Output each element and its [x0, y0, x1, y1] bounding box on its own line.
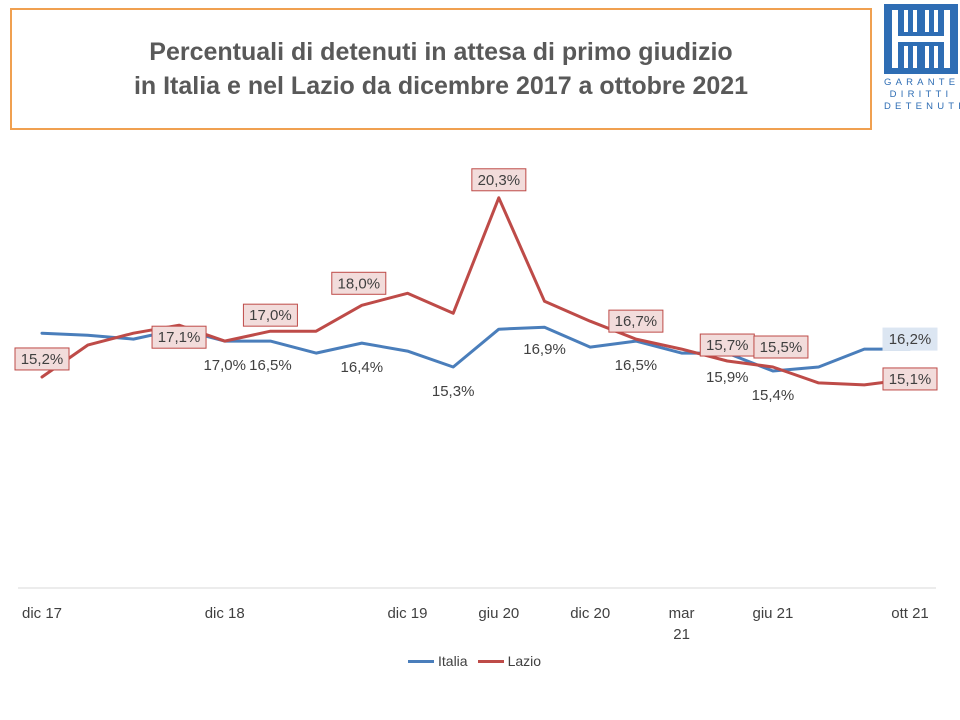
x-tick-label: dic 18 — [205, 605, 245, 622]
x-tick-label: mar 21 — [669, 605, 695, 643]
x-tick-label: dic 20 — [570, 605, 610, 622]
data-label-italia: 16,5% — [615, 357, 658, 374]
x-tick-label: giu 21 — [753, 605, 794, 622]
chart-title-box: Percentuali di detenuti in attesa di pri… — [10, 8, 872, 130]
data-label-lazio: 15,7% — [706, 337, 749, 354]
logo-text-diritti: DIRITTI — [889, 89, 953, 100]
data-label-italia: 16,5% — [249, 357, 292, 374]
x-tick-label: ott 21 — [891, 605, 929, 622]
x-tick-label: giu 20 — [478, 605, 519, 622]
logo-text-garante: GARANTE — [884, 77, 960, 88]
legend-label-italia: Italia — [438, 653, 468, 669]
data-label-box — [753, 335, 809, 359]
data-label-italia: 17,0% — [203, 357, 246, 374]
chart-title-line-1: Percentuali di detenuti in attesa di pri… — [149, 38, 733, 66]
data-label-lazio: 15,1% — [889, 371, 932, 388]
data-label-box — [882, 367, 938, 391]
data-label-italia: 15,9% — [706, 369, 749, 386]
data-label-lazio: 17,0% — [249, 307, 292, 324]
x-tick-label: dic 19 — [387, 605, 427, 622]
data-label-lazio: 15,2% — [21, 351, 64, 368]
data-label-lazio: 18,0% — [338, 275, 381, 292]
data-label-box — [242, 303, 298, 327]
data-label-box — [471, 168, 527, 192]
x-tick-label: dic 17 — [22, 605, 62, 622]
garante-logo: GARANTE DIRITTI DETENUTI — [884, 4, 960, 112]
legend-swatch-italia — [408, 659, 434, 663]
data-label-lazio: 20,3% — [478, 172, 521, 189]
data-label-italia: 16,2% — [889, 331, 932, 348]
data-label-lazio: 17,1% — [158, 329, 201, 346]
data-label-italia: 16,9% — [523, 341, 566, 358]
data-label-box — [151, 325, 207, 349]
data-label-box — [608, 309, 664, 333]
chart-title-line-2: in Italia e nel Lazio da dicembre 2017 a… — [133, 72, 749, 100]
data-label-lazio: 15,5% — [760, 339, 803, 356]
legend-swatch-lazio — [477, 659, 504, 663]
legend-item-italia: Italia — [408, 653, 468, 669]
chart-legend: Italia Lazio — [408, 652, 551, 670]
legend-label-lazio: Lazio — [507, 653, 542, 669]
data-label-box — [331, 271, 387, 295]
garante-logo-icon — [884, 4, 958, 74]
logo-text-detenuti: DETENUTI — [884, 101, 960, 112]
legend-item-lazio: Lazio — [477, 653, 542, 669]
data-label-italia: 15,3% — [432, 383, 475, 400]
data-label-italia: 15,4% — [752, 387, 795, 404]
data-label-box — [14, 347, 70, 371]
data-label-lazio: 16,7% — [615, 313, 658, 330]
data-label-box — [882, 327, 938, 351]
data-label-italia: 16,4% — [341, 359, 384, 376]
